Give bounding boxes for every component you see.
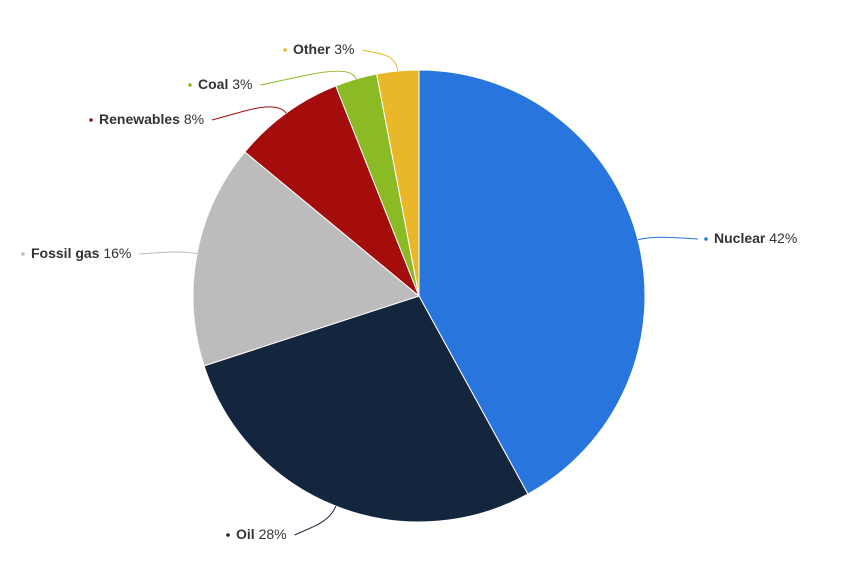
pie-slice <box>418 69 646 495</box>
value-label: 8% <box>184 111 204 127</box>
pie-slice <box>192 151 421 367</box>
slice-label: Oil 28% <box>236 526 287 542</box>
value-label: 42% <box>769 230 797 246</box>
leader-line <box>139 251 198 255</box>
value-label: 28% <box>259 526 287 542</box>
value-label: 3% <box>334 41 354 57</box>
label-bullet <box>89 118 93 122</box>
label-bullet <box>188 83 192 87</box>
slice-label: Renewables 8% <box>99 111 204 127</box>
category-name: Oil <box>236 526 255 542</box>
category-name: Nuclear <box>714 230 766 246</box>
slice-label: Fossil gas 16% <box>31 245 131 261</box>
slice-label: Nuclear 42% <box>714 230 797 246</box>
leader-line <box>294 505 337 536</box>
leader-line <box>637 236 699 241</box>
category-name: Renewables <box>99 111 180 127</box>
slice-label: Other 3% <box>293 41 354 57</box>
category-name: Coal <box>198 76 228 92</box>
leader-line <box>211 106 287 121</box>
label-bullet <box>21 252 25 256</box>
label-bullet <box>283 48 287 52</box>
label-bullet <box>226 533 230 537</box>
category-name: Other <box>293 41 331 57</box>
leader-line <box>362 49 399 72</box>
category-name: Fossil gas <box>31 245 100 261</box>
slice-label: Coal 3% <box>198 76 252 92</box>
value-label: 3% <box>232 76 252 92</box>
pie-slice <box>376 69 420 297</box>
label-bullet <box>704 237 708 241</box>
value-label: 16% <box>103 245 131 261</box>
pie-slice <box>203 295 529 523</box>
leader-line <box>260 70 357 86</box>
